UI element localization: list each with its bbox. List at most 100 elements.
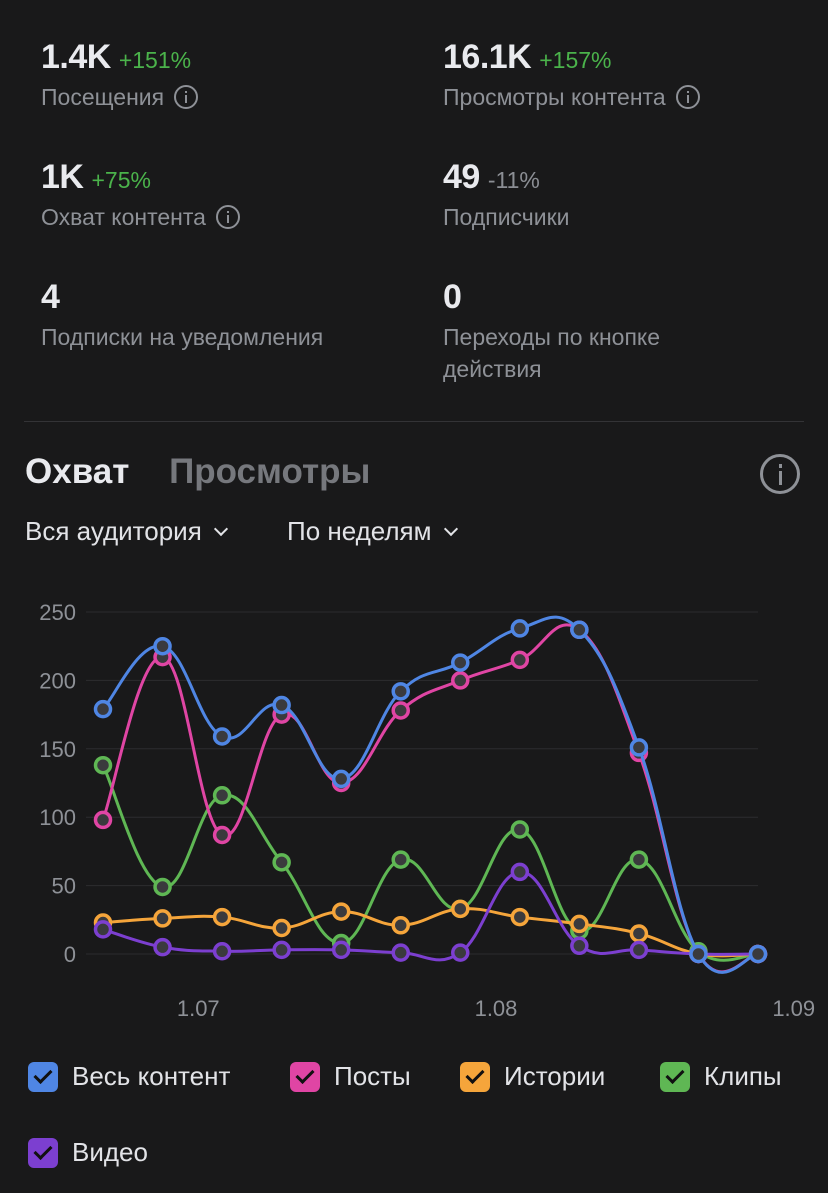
stat-value: 0	[443, 278, 462, 316]
data-point	[629, 924, 649, 943]
data-point	[153, 636, 172, 656]
data-point	[391, 682, 410, 701]
chevron-down-icon	[443, 521, 458, 537]
data-point	[391, 701, 410, 720]
data-point	[331, 769, 351, 789]
stat-value: 16.1K	[443, 38, 532, 76]
divider	[24, 421, 804, 422]
legend-label: Весь контент	[72, 1061, 231, 1091]
stat-visits: 1.4K +151% Посещения	[41, 38, 199, 113]
stat-subscribers: 49 -11% Подписчики	[443, 158, 570, 233]
stat-value: 1K	[41, 158, 84, 196]
data-point	[451, 653, 470, 672]
data-point	[272, 940, 291, 960]
stat-change: -11%	[487, 167, 540, 193]
stat-value: 1.4K	[41, 38, 111, 76]
y-tick-label: 50	[52, 874, 76, 899]
stat-label: Посещения	[41, 84, 165, 110]
stat-value: 4	[41, 278, 60, 316]
data-point	[331, 902, 351, 921]
data-point	[212, 942, 232, 961]
legend-item-stories[interactable]: Истории	[460, 1061, 605, 1092]
data-point	[212, 825, 232, 845]
data-point	[153, 937, 172, 957]
data-point	[272, 918, 291, 938]
reach-line-chart: 250 200 150 100 50 0 1.07 1.08 1.09	[39, 600, 815, 1021]
checkmark-icon	[460, 1061, 490, 1092]
stat-change: +75%	[91, 167, 151, 193]
x-tick-label: 1.09	[772, 996, 815, 1021]
data-point	[212, 727, 232, 746]
stat-label: Просмотры контента	[443, 84, 666, 110]
chart-tabs: Охват Просмотры	[25, 452, 400, 492]
data-point	[93, 920, 113, 939]
data-point	[153, 877, 172, 897]
legend-label: Посты	[334, 1061, 411, 1091]
data-point	[272, 695, 291, 715]
x-tick-label: 1.07	[177, 996, 220, 1021]
x-tick-label: 1.08	[475, 996, 518, 1021]
data-point	[510, 907, 530, 927]
data-point	[748, 944, 768, 964]
data-point	[570, 914, 589, 934]
data-point	[629, 940, 649, 960]
data-point	[391, 943, 410, 962]
data-point	[451, 899, 470, 919]
audience-dropdown-label: Вся аудитория	[25, 516, 202, 546]
legend-item-all-content[interactable]: Весь контент	[28, 1061, 230, 1092]
legend-item-clips[interactable]: Клипы	[660, 1061, 782, 1092]
checkmark-icon	[660, 1061, 690, 1092]
data-point	[212, 907, 232, 927]
legend-label: Видео	[72, 1137, 148, 1167]
data-point	[510, 650, 530, 670]
data-point	[93, 755, 113, 775]
data-point	[93, 810, 113, 830]
checkmark-icon	[290, 1061, 320, 1092]
stat-change: +157%	[539, 47, 612, 73]
series-line-весь-контент	[101, 615, 759, 974]
data-point	[510, 862, 530, 882]
data-point	[570, 936, 589, 956]
y-tick-label: 0	[64, 942, 76, 967]
info-icon[interactable]	[760, 454, 800, 494]
legend-item-video[interactable]: Видео	[28, 1137, 148, 1168]
checkmark-icon	[28, 1061, 58, 1092]
data-point	[510, 820, 530, 839]
info-icon[interactable]	[174, 85, 199, 109]
data-point	[93, 699, 113, 719]
series-line-истории	[102, 907, 759, 958]
tab-reach[interactable]: Охват	[25, 452, 130, 491]
legend-item-posts[interactable]: Посты	[290, 1061, 411, 1092]
chevron-down-icon	[213, 521, 228, 537]
y-tick-label: 250	[39, 600, 76, 625]
data-point	[570, 620, 589, 640]
stat-content-reach: 1K +75% Охват контента	[41, 158, 240, 233]
data-point	[331, 940, 351, 960]
legend-label: Истории	[504, 1061, 606, 1091]
data-point	[689, 944, 708, 964]
stat-label: Подписчики	[443, 204, 570, 230]
stat-value: 49	[443, 158, 480, 196]
data-point	[629, 738, 649, 757]
checkmark-icon	[28, 1137, 58, 1168]
y-tick-label: 100	[39, 805, 76, 830]
info-icon[interactable]	[215, 205, 240, 229]
data-point	[451, 671, 470, 690]
data-point	[391, 850, 410, 869]
tab-views[interactable]: Просмотры	[169, 452, 371, 491]
data-point	[510, 619, 530, 638]
data-point	[451, 943, 470, 962]
series-line-клипы	[101, 764, 759, 962]
period-dropdown[interactable]: По неделям	[287, 516, 458, 547]
stat-label: Переходы по кнопке действия	[443, 324, 661, 382]
info-icon[interactable]	[675, 85, 700, 109]
stat-label: Охват контента	[41, 204, 206, 230]
y-tick-label: 150	[39, 737, 76, 762]
data-point	[153, 909, 172, 928]
data-point	[212, 786, 232, 805]
series-line-посты	[101, 623, 759, 974]
audience-dropdown[interactable]: Вся аудитория	[25, 516, 228, 547]
stat-notification-subscriptions: 4 Подписки на уведомления	[41, 278, 323, 353]
data-point	[629, 850, 649, 869]
data-point	[272, 853, 291, 872]
